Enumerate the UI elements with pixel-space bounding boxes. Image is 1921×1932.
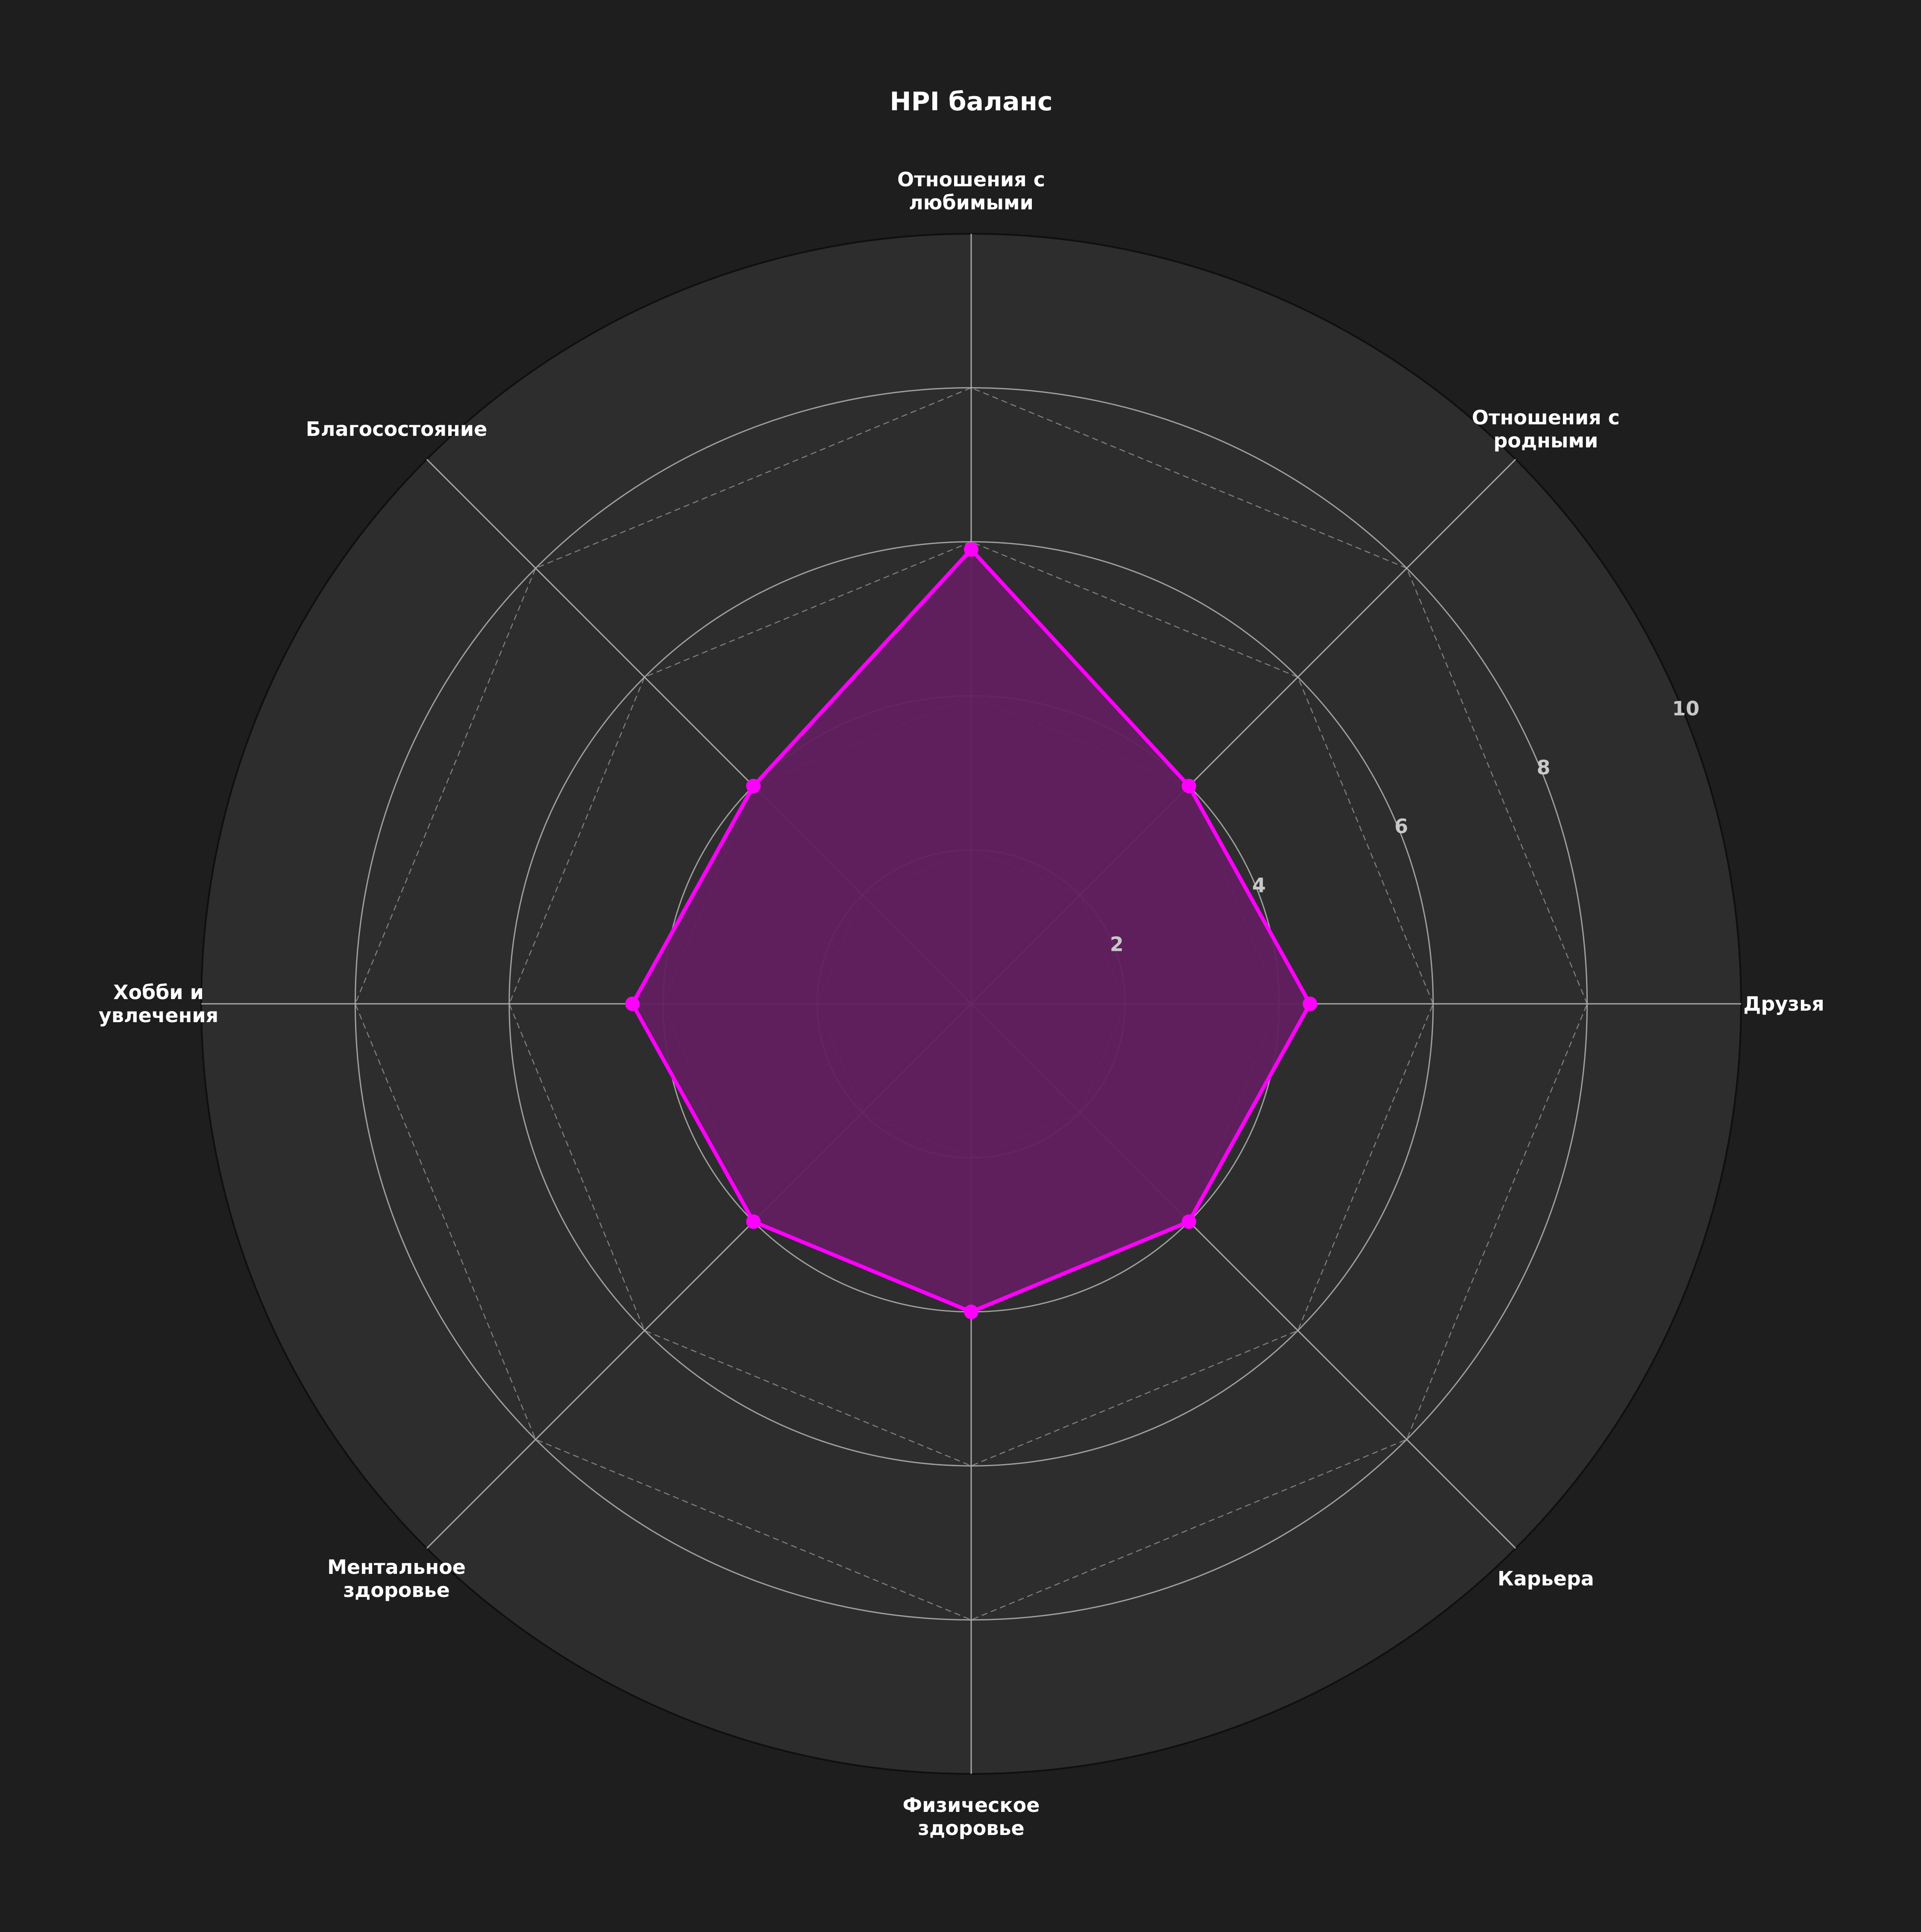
category-label: Отношения с любимыми <box>897 168 1045 214</box>
series-fill <box>632 549 1310 1312</box>
category-label: Физическое здоровье <box>903 1794 1040 1840</box>
data-point <box>964 1304 978 1319</box>
radial-tick-label: 6 <box>1395 815 1408 838</box>
category-label: Карьера <box>1498 1567 1594 1590</box>
data-point <box>746 1214 761 1229</box>
data-point <box>1181 1214 1196 1229</box>
radial-tick-label: 2 <box>1110 933 1124 956</box>
radial-tick-label: 8 <box>1537 756 1551 779</box>
category-label: Ментальное здоровье <box>327 1556 466 1602</box>
data-point <box>746 779 761 794</box>
data-point <box>1302 997 1317 1011</box>
category-label: Благосостояние <box>306 418 488 441</box>
data-point <box>625 997 640 1011</box>
radial-tick-labels: 2 4 6 8 10 <box>1110 697 1700 956</box>
radial-tick-label: 4 <box>1252 874 1266 897</box>
category-label: Отношения с родными <box>1472 406 1620 452</box>
category-labels: Друзья Отношения с родными Отношения с любим… <box>99 168 1824 1840</box>
chart-title: HPI баланс <box>890 87 1052 117</box>
radial-tick-label: 10 <box>1672 697 1700 720</box>
data-point <box>1181 779 1196 794</box>
data-series <box>625 542 1317 1319</box>
category-label: Хобби и увлечения <box>99 981 218 1027</box>
category-label: Друзья <box>1743 992 1824 1015</box>
data-point <box>964 542 978 557</box>
